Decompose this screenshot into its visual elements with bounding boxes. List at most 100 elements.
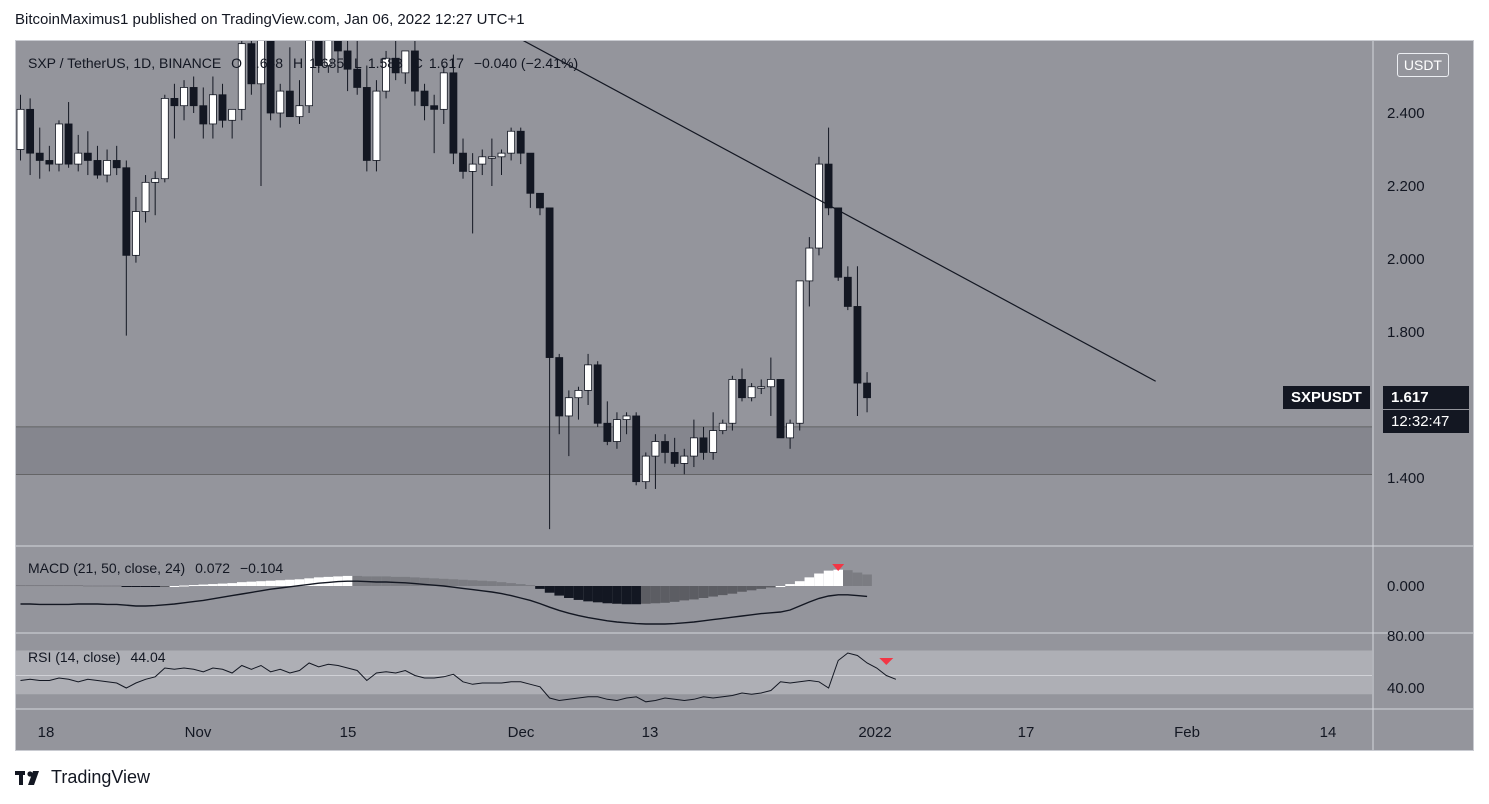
candle-body (305, 41, 314, 107)
macd-histogram-bar (660, 586, 670, 603)
candle-body (228, 108, 237, 121)
macd-histogram-bar (410, 577, 420, 586)
candle-body (670, 452, 679, 464)
candle-body (151, 178, 160, 183)
candle-body (372, 90, 381, 161)
currency-button[interactable]: USDT (1396, 53, 1449, 77)
candle-body (26, 108, 35, 154)
rsi-line (20, 652, 897, 703)
price-tag-value: 1.617 (1383, 386, 1469, 409)
macd-value-2: −0.104 (240, 560, 284, 576)
candle-body (237, 43, 246, 110)
candle-body (555, 357, 564, 417)
macd-histogram-bar (150, 586, 160, 587)
candle-body (401, 50, 410, 74)
macd-histogram-bar (669, 586, 680, 602)
candle-body (285, 90, 294, 118)
candle-body (439, 72, 448, 110)
macd-histogram-bar (236, 582, 247, 586)
candle-body (699, 437, 708, 453)
macd-histogram-bar (602, 586, 613, 604)
macd-name: MACD (21, 50, close, 24) (28, 560, 186, 576)
candle-body (815, 163, 823, 249)
macd-signal-arrow (832, 564, 845, 571)
macd-histogram-bar (458, 579, 468, 586)
rsi-legend: RSI (14, close) 44.04 (28, 649, 172, 665)
candle-body (45, 160, 54, 165)
macd-histogram-bar (275, 580, 286, 586)
macd-histogram-bar (843, 570, 853, 586)
macd-histogram-bar (775, 586, 786, 587)
chart-frame[interactable]: 2.400 2.200 2.000 1.800 1.400 0.000 80.00 40.00… (15, 40, 1474, 751)
candle-body (526, 152, 535, 194)
candle-body (574, 389, 583, 399)
open-value: 1.658 (248, 55, 284, 71)
candle-body (834, 207, 843, 278)
candle-body (824, 163, 833, 209)
tradingview-footer[interactable]: TradingView (15, 767, 150, 788)
candle-body (468, 163, 477, 172)
candle-body (218, 94, 227, 121)
candle-body (112, 160, 121, 169)
macd-histogram-bar (188, 585, 199, 587)
macd-histogram-bar (140, 586, 151, 587)
macd-histogram-bar (371, 576, 382, 586)
macd-histogram-bar (227, 583, 237, 586)
price-axis-tick: 1.800 (1387, 324, 1425, 341)
macd-histogram-bar (554, 586, 565, 596)
macd-histogram-bar (73, 585, 84, 587)
candle-body (122, 167, 131, 256)
candle-body (420, 90, 429, 107)
macd-histogram-bar (592, 586, 603, 603)
close-label: C (412, 55, 423, 71)
time-axis-tick: Nov (185, 724, 212, 741)
candle-body (257, 41, 265, 85)
candle-body (728, 379, 737, 424)
macd-histogram-bar (717, 586, 728, 596)
candle-body (74, 152, 83, 165)
time-axis-tick: Feb (1174, 724, 1200, 741)
chart-svg[interactable]: 2.400 2.200 2.000 1.800 1.400 0.000 80.00 40.00… (16, 41, 1473, 750)
rsi-name: RSI (14, close) (28, 649, 121, 665)
rsi-signal-arrow (879, 658, 894, 665)
time-axis-tick: 13 (642, 724, 659, 741)
macd-histogram-bar (621, 586, 632, 605)
candle-body (786, 422, 794, 439)
macd-value-1: 0.072 (195, 560, 231, 576)
macd-histogram-bar (54, 585, 64, 587)
price-axis-tick: 1.400 (1387, 470, 1425, 487)
candle-body (189, 87, 198, 107)
macd-histogram-bar (496, 582, 507, 586)
price-axis-tick: 2.200 (1387, 178, 1425, 195)
macd-histogram-bar (506, 583, 516, 586)
candle-body (334, 41, 342, 52)
candle-body (757, 386, 766, 389)
candle-body (247, 43, 256, 85)
candle-body (613, 419, 621, 442)
symbol-label: SXP / TetherUS, 1D, BINANCE (28, 55, 222, 71)
rsi-axis-tick: 80.00 (1387, 628, 1425, 645)
candle-body (795, 280, 804, 424)
candle-body (382, 57, 390, 92)
high-label: H (292, 55, 304, 71)
macd-histogram-bar (583, 586, 593, 602)
macd-histogram-bar (477, 580, 488, 586)
candle-body (516, 130, 525, 154)
macd-histogram-bar (44, 585, 55, 587)
time-axis-tick: 14 (1320, 724, 1337, 741)
macd-histogram-bar (785, 584, 795, 586)
candle-body (690, 437, 698, 457)
macd-legend: MACD (21, 50, close, 24) 0.072 −0.104 (28, 560, 289, 576)
macd-histogram-bar (862, 574, 872, 586)
macd-histogram-bar (438, 578, 449, 586)
macd-histogram-bar (179, 585, 189, 587)
candle-body (391, 57, 400, 74)
macd-histogram-bar (766, 586, 776, 588)
macd-histogram-bar (429, 578, 439, 586)
time-axis-tick: 18 (38, 724, 55, 741)
candle-body (584, 364, 592, 391)
macd-histogram-bar (573, 586, 584, 600)
tradingview-logo-icon (15, 769, 45, 787)
macd-histogram-bar (448, 579, 459, 586)
candle-body (651, 441, 660, 457)
